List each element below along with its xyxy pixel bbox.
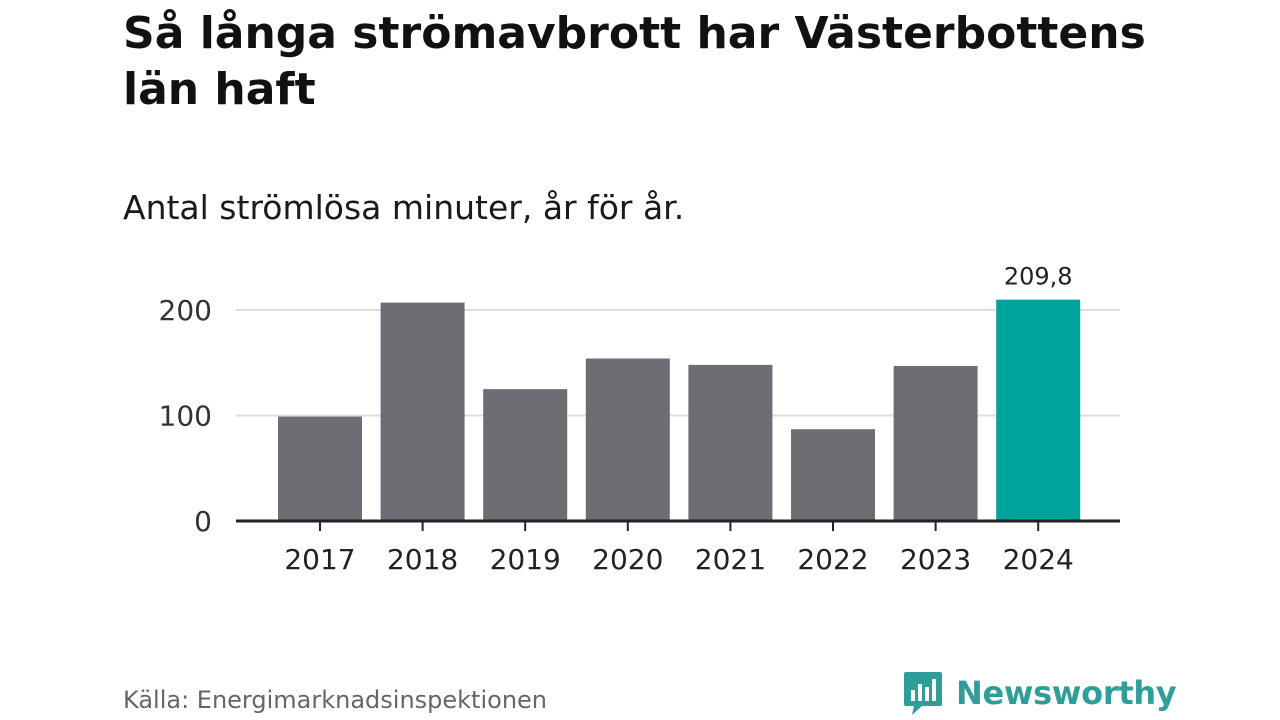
y-tick-label-0: 0 (194, 505, 212, 538)
x-tick-label-2021: 2021 (695, 543, 766, 576)
bar-2020 (585, 358, 670, 521)
x-tick-label-2018: 2018 (387, 543, 458, 576)
chart-title: Så långa strömavbrott har Västerbottens … (123, 8, 1146, 115)
x-tick-label-2024: 2024 (1003, 543, 1074, 576)
data-label-2024: 209,8 (1004, 263, 1073, 291)
bar-2018 (380, 302, 465, 521)
bar-2017 (278, 416, 362, 521)
chart-subtitle: Antal strömlösa minuter, år för år. (123, 188, 685, 227)
x-tick-label-2019: 2019 (490, 543, 561, 576)
bar-2023 (893, 365, 978, 521)
x-tick-label-2017: 2017 (284, 543, 355, 576)
bar-2024 (996, 299, 1081, 521)
bar-2021 (688, 364, 773, 521)
x-tick-label-2023: 2023 (900, 543, 971, 576)
y-tick-label-100: 100 (159, 400, 212, 433)
x-tick-label-2022: 2022 (797, 543, 868, 576)
source-note: Källa: Energimarknadsinspektionen (123, 686, 548, 714)
newsworthy-logo: Newsworthy (902, 670, 1177, 716)
x-tick-label-2020: 2020 (592, 543, 663, 576)
y-tick-label-200: 200 (159, 294, 212, 327)
newsworthy-logo-icon (904, 672, 942, 715)
newsworthy-logo-text: Newsworthy (956, 674, 1177, 712)
bar-2019 (483, 389, 568, 521)
bar-2022 (791, 429, 875, 521)
bar-chart: 0 100 200 2017 2018 2019 2020 2021 2022 2023 2024 2… (159, 263, 1120, 576)
